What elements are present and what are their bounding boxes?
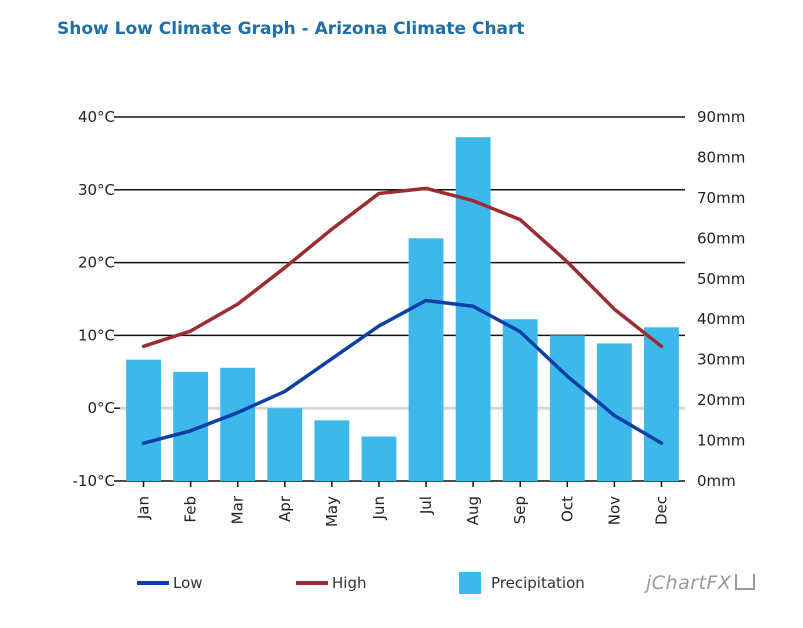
precipitation-bar	[314, 420, 350, 481]
legend-item-precipitation[interactable]: Precipitation	[459, 571, 585, 595]
precipitation-bar	[408, 238, 444, 481]
x-tick-label: Mar	[229, 495, 247, 524]
x-tick-label: Sep	[511, 496, 529, 524]
x-tick-label: Oct	[558, 496, 576, 522]
y-right-tick-label: 90mm	[697, 108, 745, 126]
legend-label-high: High	[332, 574, 367, 592]
precipitation-bar	[549, 335, 585, 481]
precipitation-bar	[126, 359, 161, 481]
precipitation-bar	[644, 327, 679, 481]
y-left-tick-label: 30°C	[78, 181, 115, 199]
legend-swatch-low	[137, 581, 169, 585]
y-right-tick-label: 80mm	[697, 148, 745, 166]
y-left-tick-label: 10°C	[78, 326, 115, 344]
x-tick-label: Apr	[276, 495, 294, 522]
x-tick-label: Jan	[135, 496, 153, 520]
legend-swatch-high	[296, 581, 328, 585]
y-right-tick-label: 0mm	[697, 472, 736, 490]
legend-label-precipitation: Precipitation	[491, 574, 585, 592]
brand-text: jChartFX	[646, 572, 732, 594]
x-tick-label: Dec	[652, 496, 670, 525]
x-tick-label: Jun	[370, 496, 388, 520]
bar-logo-icon	[735, 574, 756, 590]
chart-legend: Low High Precipitation	[0, 571, 803, 601]
low-line	[141, 298, 664, 445]
x-tick-label: Jul	[417, 496, 435, 515]
precipitation-bar	[267, 408, 303, 481]
y-left-tick-label: -10°C	[73, 472, 115, 490]
x-tick-label: Feb	[182, 496, 200, 523]
y-right-tick-label: 70mm	[697, 189, 745, 207]
legend-item-high[interactable]: High	[296, 571, 366, 595]
legend-label-low: Low	[173, 574, 203, 592]
precipitation-bar	[455, 137, 491, 481]
y-left-tick-label: 0°C	[87, 399, 115, 417]
y-right-tick-label: 60mm	[697, 229, 745, 247]
precipitation-bar	[361, 436, 397, 481]
precipitation-bar	[596, 343, 632, 481]
y-left-tick-label: 20°C	[78, 254, 115, 272]
y-right-tick-label: 20mm	[697, 391, 745, 409]
high-line	[141, 186, 664, 349]
y-right-tick-label: 30mm	[697, 351, 745, 369]
y-right-tick-label: 10mm	[697, 432, 745, 450]
x-tick-label: Nov	[605, 496, 623, 525]
x-tick-label: May	[323, 496, 341, 527]
y-left-tick-label: 40°C	[78, 108, 115, 126]
x-tick-label: Aug	[464, 496, 482, 525]
chart-title: Show Low Climate Graph - Arizona Climate…	[57, 19, 525, 39]
precipitation-bar	[502, 319, 538, 481]
legend-item-low[interactable]: Low	[137, 571, 203, 595]
precipitation-bar	[220, 367, 256, 481]
jchartfx-logo: jChartFX	[646, 572, 756, 594]
legend-swatch-precipitation	[459, 572, 481, 594]
y-right-tick-label: 40mm	[697, 310, 745, 328]
y-right-tick-label: 50mm	[697, 270, 745, 288]
